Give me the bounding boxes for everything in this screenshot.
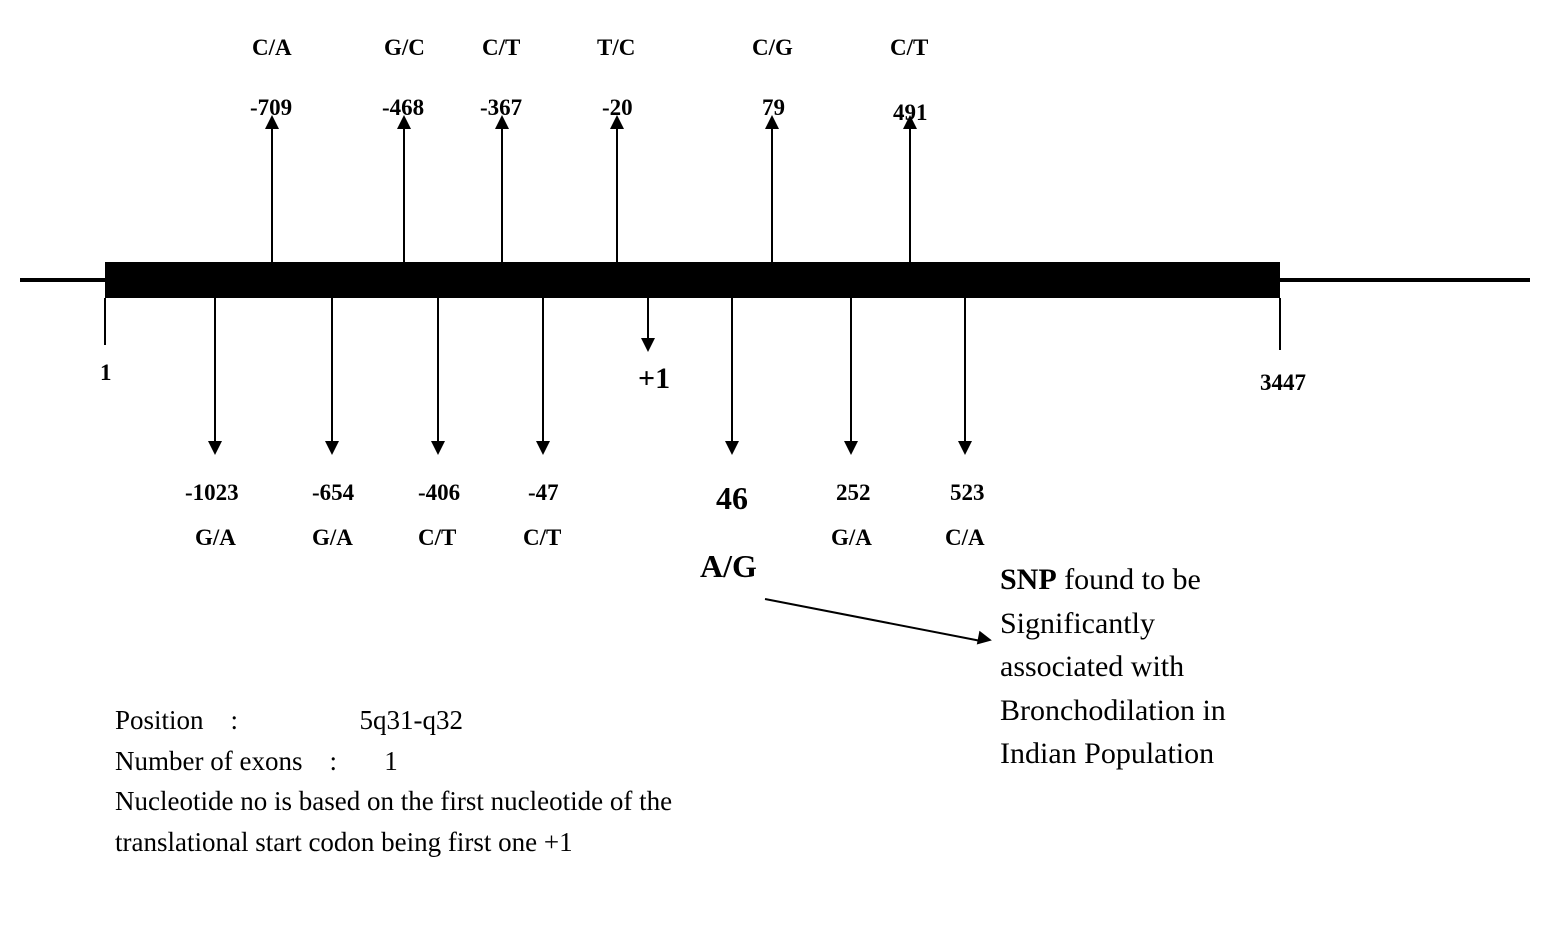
top-snp-allele: C/A (252, 35, 292, 61)
top-snp-pos: -367 (480, 95, 522, 121)
top-snp-pos: -709 (250, 95, 292, 121)
info-exons-value: 1 (384, 746, 398, 776)
top-snp-pos: -468 (382, 95, 424, 121)
end-tick-right (1279, 298, 1281, 350)
snp-line-1: Significantly (1000, 602, 1226, 646)
plus-one-shaft (647, 298, 649, 340)
bot-snp-shaft (437, 298, 439, 441)
bot-snp-pos: -406 (418, 480, 460, 506)
bot-snp-allele: C/T (418, 525, 456, 551)
callout-arrow-head (977, 631, 993, 647)
info-exons-label: Number of exons (115, 746, 302, 776)
top-snp-allele: C/T (482, 35, 520, 61)
callout-arrow-line (765, 598, 981, 642)
snp-annotation: SNP found to be Significantly associated… (1000, 558, 1226, 776)
end-tick-left (104, 298, 106, 345)
top-snp-shaft (403, 129, 405, 262)
plus-one-head (641, 338, 655, 352)
gene-box (105, 262, 1280, 298)
top-snp-pos: 491 (893, 100, 928, 126)
info-note-2: translational start codon being first on… (115, 822, 672, 863)
top-snp-allele: C/G (752, 35, 793, 61)
bot-snp-shaft (964, 298, 966, 441)
bot-snp-allele: G/A (195, 525, 236, 551)
colon: : (210, 705, 353, 735)
top-snp-shaft (616, 129, 618, 262)
top-snp-allele: T/C (597, 35, 635, 61)
bot-snp-shaft (331, 298, 333, 441)
info-block: Position : 5q31-q32 Number of exons : 1 … (115, 700, 672, 862)
bot-snp-pos: -1023 (185, 480, 239, 506)
snp-line-2: associated with (1000, 645, 1226, 689)
bot-snp-pos: -654 (312, 480, 354, 506)
plus-one-label: +1 (638, 362, 670, 396)
bot-snp-shaft (850, 298, 852, 441)
bot-snp-shaft (214, 298, 216, 441)
end-label-left: 1 (100, 360, 112, 386)
info-position-label: Position (115, 705, 204, 735)
bot-snp-head (844, 441, 858, 455)
colon: : (309, 746, 377, 776)
bot-snp-allele-emph: A/G (700, 548, 757, 585)
bot-snp-allele: C/A (945, 525, 985, 551)
snp-line-4: Indian Population (1000, 732, 1226, 776)
bot-snp-shaft (731, 298, 733, 441)
top-snp-shaft (909, 129, 911, 262)
bot-snp-pos: 252 (836, 480, 871, 506)
info-note-1: Nucleotide no is based on the first nucl… (115, 781, 672, 822)
top-snp-allele: G/C (384, 35, 425, 61)
top-snp-allele: C/T (890, 35, 928, 61)
bot-snp-head (725, 441, 739, 455)
end-label-right: 3447 (1260, 370, 1306, 396)
top-snp-pos: -20 (602, 95, 633, 121)
info-exons: Number of exons : 1 (115, 741, 672, 782)
top-snp-shaft (271, 129, 273, 262)
bot-snp-head (431, 441, 445, 455)
bot-snp-pos: 523 (950, 480, 985, 506)
bot-snp-head (325, 441, 339, 455)
snp-line-0-rest: found to be (1057, 563, 1201, 596)
top-snp-pos: 79 (762, 95, 785, 121)
snp-line-3: Bronchodilation in (1000, 689, 1226, 733)
bot-snp-pos-emph: 46 (716, 480, 748, 517)
top-snp-shaft (771, 129, 773, 262)
top-snp-shaft (501, 129, 503, 262)
bot-snp-shaft (542, 298, 544, 441)
snp-bold: SNP (1000, 563, 1057, 596)
gene-diagram: 1 3447 +1 C/A -709 G/C -468 C/T -367 T/C… (0, 0, 1552, 937)
bot-snp-head (958, 441, 972, 455)
bot-snp-allele: G/A (312, 525, 353, 551)
bot-snp-head (536, 441, 550, 455)
bot-snp-head (208, 441, 222, 455)
info-position: Position : 5q31-q32 (115, 700, 672, 741)
snp-line-0: SNP found to be (1000, 558, 1226, 602)
info-position-value: 5q31-q32 (360, 705, 464, 735)
bot-snp-allele: C/T (523, 525, 561, 551)
bot-snp-allele: G/A (831, 525, 872, 551)
bot-snp-pos: -47 (528, 480, 559, 506)
